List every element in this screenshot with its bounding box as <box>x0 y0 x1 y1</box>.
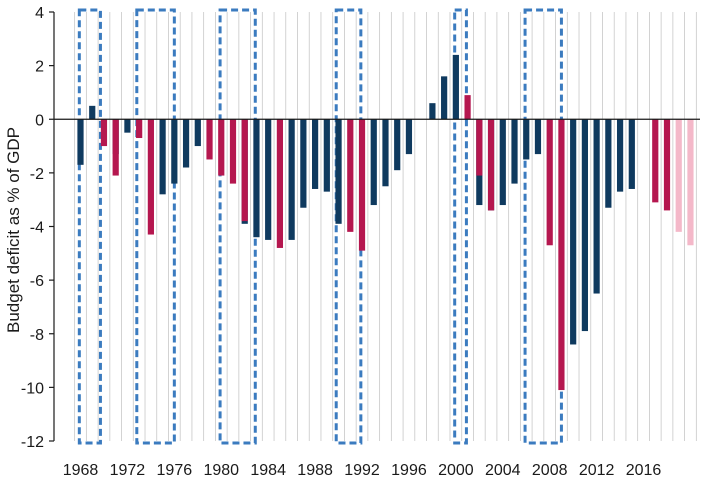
bar-1996 <box>405 119 413 155</box>
bar-2010 <box>570 119 577 345</box>
bar-1971 <box>112 119 119 176</box>
x-tick-label: 2004 <box>485 462 521 479</box>
y-tick-label: -6 <box>30 273 44 290</box>
y-tick-label: -8 <box>30 327 44 344</box>
bar-2005 <box>511 119 518 184</box>
bar-1992 <box>358 119 366 251</box>
bar-1977 <box>182 119 190 168</box>
bar-2017 <box>652 119 659 203</box>
bar-1979 <box>206 119 213 160</box>
bar-1985 <box>276 119 284 248</box>
bar-2000 <box>452 54 459 120</box>
bar-1991 <box>347 119 354 232</box>
bar-2011 <box>581 119 588 332</box>
bar-1994 <box>382 119 389 187</box>
bar-2004 <box>499 119 506 206</box>
bar-2006 <box>523 119 530 160</box>
y-tick-label: 4 <box>35 5 44 22</box>
y-tick-label: -2 <box>30 166 44 183</box>
x-tick-label: 2000 <box>438 462 474 479</box>
x-tick-label: 2012 <box>579 462 615 479</box>
bar-1998 <box>429 103 436 120</box>
bar-1973 <box>136 119 143 139</box>
bar-1986 <box>288 119 295 240</box>
bar-1969 <box>89 105 96 120</box>
bar-2012 <box>593 119 600 294</box>
bar-2015 <box>628 119 635 189</box>
bar-1990 <box>335 119 342 224</box>
bar-1976 <box>171 119 178 184</box>
highlight-box-3 <box>218 8 257 445</box>
bar-1974 <box>147 119 154 235</box>
bar-1982 <box>241 119 248 222</box>
y-tick-label: -4 <box>30 220 44 237</box>
highlight-box-2 <box>135 8 176 445</box>
x-tick-label: 1996 <box>391 462 427 479</box>
bar-2014 <box>616 119 624 192</box>
y-tick-labels: 4 2 0 -2 -4 -6 -8 -10 -12 <box>21 5 44 451</box>
bar-2008 <box>546 119 553 246</box>
highlight-box-1 <box>77 8 102 445</box>
x-tick-label: 1976 <box>157 462 193 479</box>
y-axis-title: Budget deficit as % of GDP <box>4 127 23 333</box>
y-tick-label: 0 <box>35 112 44 129</box>
bar-2003 <box>487 119 495 211</box>
bar-1995 <box>394 119 401 171</box>
bar-2002 <box>476 119 483 176</box>
bar-2009 <box>558 119 565 391</box>
bar-2020 <box>687 119 694 246</box>
x-tick-label: 1984 <box>250 462 286 479</box>
highlight-box-5 <box>453 8 468 445</box>
bar-1988 <box>312 119 319 189</box>
x-tick-label: 2008 <box>532 462 568 479</box>
bar-1980 <box>218 119 225 176</box>
bar-1993 <box>370 119 377 206</box>
bar-1975 <box>159 119 166 195</box>
bars <box>77 54 694 391</box>
highlight-boxes <box>77 8 563 445</box>
y-tick-label: -10 <box>21 380 44 397</box>
bar-2018 <box>663 119 671 211</box>
y-tick-label: -12 <box>21 434 44 451</box>
x-tick-label: 1968 <box>63 462 99 479</box>
y-tick-label: 2 <box>35 59 44 76</box>
bar-1981 <box>229 119 237 184</box>
bar-1984 <box>265 119 272 240</box>
bar-1972 <box>124 119 131 133</box>
bar-1968 <box>77 119 84 165</box>
gridlines <box>74 12 697 441</box>
bar-1970 <box>100 119 108 147</box>
x-tick-label: 1988 <box>297 462 333 479</box>
y-axis-ticks <box>49 11 54 442</box>
bar-2007 <box>534 119 542 155</box>
x-tick-label: 1992 <box>344 462 380 479</box>
bar-2019 <box>675 119 682 232</box>
x-tick-label: 2016 <box>626 462 662 479</box>
bar-2013 <box>605 119 612 208</box>
bar-1983 <box>253 119 260 238</box>
x-tick-label: 1980 <box>203 462 239 479</box>
bar-1978 <box>194 119 201 147</box>
x-tick-labels: 1968 1972 1976 1980 1984 1988 1992 1996 2000 2004… <box>63 462 662 479</box>
bar-2001 <box>464 95 471 120</box>
highlight-box-6 <box>523 8 563 445</box>
highlight-box-4 <box>334 8 363 445</box>
bar-1987 <box>300 119 307 208</box>
x-tick-label: 1972 <box>110 462 146 479</box>
bar-1999 <box>441 76 448 120</box>
bar-1989 <box>323 119 330 192</box>
